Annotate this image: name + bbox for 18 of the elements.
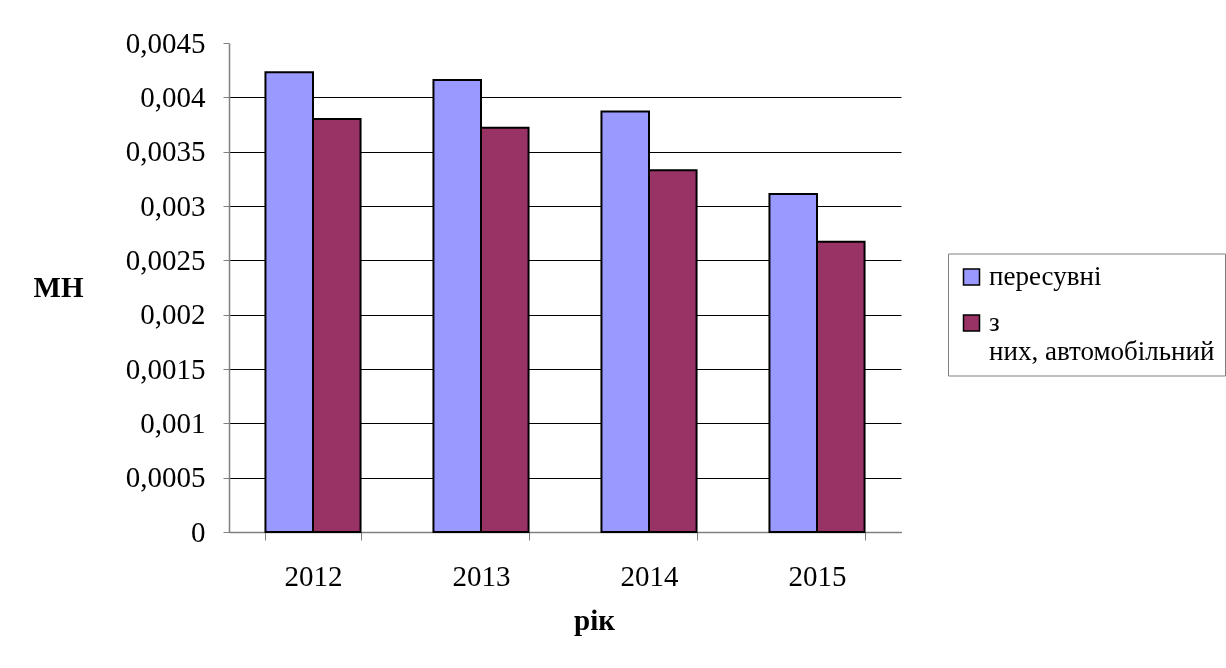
x-tick-label: 2012 (284, 559, 343, 592)
y-tick-label: 0,0025 (125, 243, 206, 276)
y-tick-label: 0,0045 (125, 26, 206, 59)
y-tick-label: 0,003 (140, 189, 206, 222)
y-tick-label: 0,0035 (125, 135, 206, 168)
y-tick-label: 0,0015 (125, 352, 206, 385)
y-tick-label: 0,002 (140, 298, 206, 331)
x-tick-label: 2014 (620, 559, 679, 592)
legend-label: пересувні (989, 261, 1102, 291)
y-tick-label: 0,001 (140, 406, 206, 439)
y-axis-title: МН (33, 271, 84, 303)
legend-label: з них, автомобільний (989, 307, 1215, 366)
x-tick-label: 2015 (788, 559, 847, 592)
y-tick-label: 0,0005 (125, 461, 206, 494)
y-tick-label: 0,004 (140, 80, 206, 113)
y-tick-label: 0 (191, 515, 206, 548)
x-tick-label: 2013 (452, 559, 511, 592)
x-axis-title: рік (574, 603, 616, 636)
